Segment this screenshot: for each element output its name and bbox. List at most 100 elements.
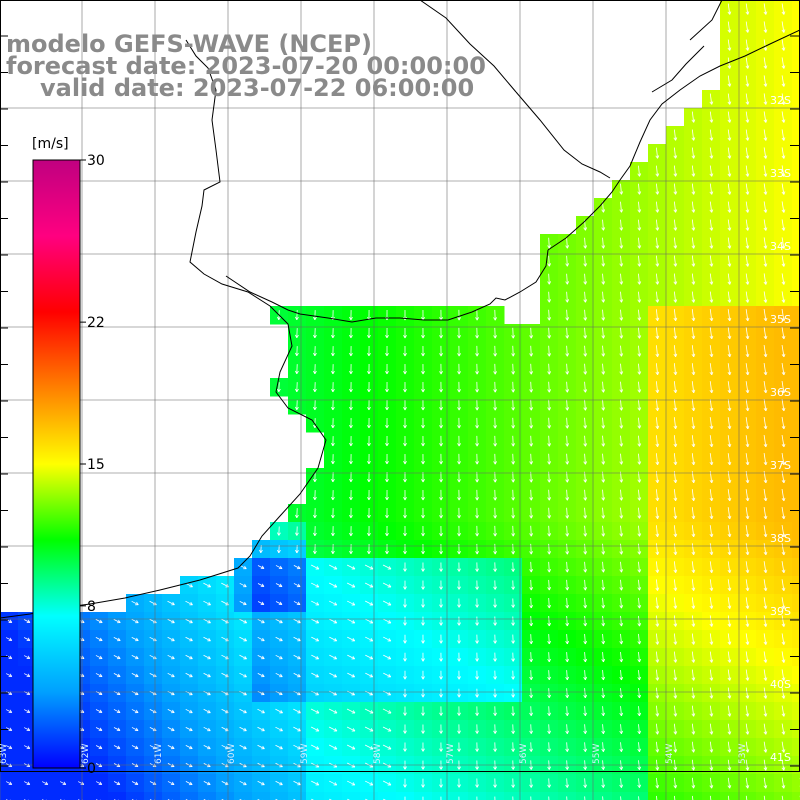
wind-arrow — [619, 309, 624, 321]
speed-cell — [468, 792, 487, 800]
wind-arrow — [763, 57, 768, 69]
speed-cell — [756, 792, 775, 800]
colorbar-tick-label: 8 — [87, 599, 96, 615]
wind-arrow — [691, 147, 696, 159]
longitude-label: 55W — [592, 744, 602, 764]
wind-arrow — [655, 183, 660, 195]
wind-arrow — [601, 291, 606, 303]
wind-arrow — [295, 328, 299, 339]
wind-arrow — [493, 327, 497, 339]
colorbar-tick-label: 15 — [87, 457, 105, 473]
speed-cell — [792, 198, 800, 217]
wind-arrow — [601, 273, 606, 285]
wind-arrow — [295, 364, 299, 375]
wind-arrow — [745, 291, 750, 303]
speed-cell — [90, 792, 109, 800]
wind-arrow — [313, 364, 317, 375]
wind-arrow — [565, 327, 570, 339]
wind-arrow — [547, 309, 552, 321]
wind-arrow — [493, 309, 497, 321]
wind-arrow — [547, 345, 552, 357]
speed-cell — [234, 792, 253, 800]
wind-arrow — [619, 219, 624, 231]
wind-arrow — [475, 327, 479, 339]
wind-arrow — [763, 255, 768, 267]
wind-arrow — [745, 201, 750, 213]
wind-arrow — [511, 345, 516, 357]
wind-arrow — [781, 327, 786, 340]
speed-cell — [252, 792, 271, 800]
wind-arrow — [583, 273, 588, 285]
wind-arrow — [367, 364, 371, 375]
wind-arrow — [529, 345, 534, 357]
wind-arrow — [709, 255, 714, 267]
wind-arrow — [475, 309, 479, 321]
wind-arrow — [547, 273, 552, 285]
speed-cell — [648, 792, 667, 800]
wind-arrow — [619, 327, 624, 339]
wind-arrow — [439, 363, 443, 375]
wind-arrow — [763, 39, 768, 51]
wind-arrow — [781, 237, 786, 249]
wind-arrow — [727, 165, 732, 177]
wind-arrow — [601, 237, 606, 249]
speed-cell — [18, 792, 37, 800]
wind-arrow — [781, 57, 786, 69]
wind-arrow — [745, 309, 750, 322]
speed-cell — [162, 792, 181, 800]
wind-arrow — [637, 201, 642, 213]
wind-arrow — [349, 328, 353, 339]
speed-cell — [792, 576, 800, 595]
wind-arrow — [457, 309, 461, 321]
wind-arrow — [745, 129, 750, 141]
wind-arrow — [655, 345, 660, 357]
wind-arrow — [745, 165, 750, 177]
wind-arrow — [709, 327, 714, 340]
wind-arrow — [727, 39, 732, 51]
speed-cell — [792, 450, 800, 469]
speed-cell — [792, 666, 800, 685]
wind-arrow — [763, 129, 768, 141]
wind-arrow — [727, 309, 732, 322]
wind-arrow — [709, 93, 714, 105]
latitude-label: 41S — [770, 751, 791, 764]
wind-arrow — [691, 201, 696, 213]
wind-arrow — [565, 255, 570, 267]
wind-arrow — [475, 363, 479, 375]
wind-arrow — [691, 327, 696, 340]
wind-arrow — [673, 165, 678, 177]
wind-arrow — [709, 147, 714, 159]
wind-arrow — [637, 309, 642, 321]
wind-arrow — [637, 237, 642, 249]
speed-cell — [792, 162, 800, 181]
uruguay-border — [515, 91, 611, 179]
wind-arrow — [619, 183, 624, 195]
wind-arrow — [565, 309, 570, 321]
wind-arrow — [349, 364, 353, 375]
latitude-label: 40S — [770, 678, 791, 691]
wind-arrow — [691, 165, 696, 177]
wind-arrow — [673, 237, 678, 249]
wind-arrow — [331, 328, 335, 339]
wind-arrow — [655, 201, 660, 213]
wind-arrow — [781, 273, 786, 285]
wind-arrow — [529, 327, 534, 339]
wind-arrow — [727, 255, 732, 267]
longitude-label: 60W — [227, 744, 237, 764]
speed-cell — [792, 774, 800, 793]
wind-arrow — [655, 309, 660, 321]
wind-arrow — [781, 129, 786, 141]
wind-arrow — [565, 345, 570, 357]
wind-arrow — [601, 327, 606, 339]
wind-arrow — [655, 165, 660, 177]
speed-cell — [522, 792, 541, 800]
wind-arrow — [403, 363, 407, 375]
speed-cell — [198, 792, 217, 800]
speed-cell — [576, 792, 595, 800]
wind-arrow — [457, 363, 461, 375]
wind-arrow — [745, 273, 750, 285]
wind-arrow — [619, 273, 624, 285]
speed-cell — [792, 18, 800, 37]
wind-arrow — [763, 201, 768, 213]
wind-arrow — [745, 111, 750, 123]
